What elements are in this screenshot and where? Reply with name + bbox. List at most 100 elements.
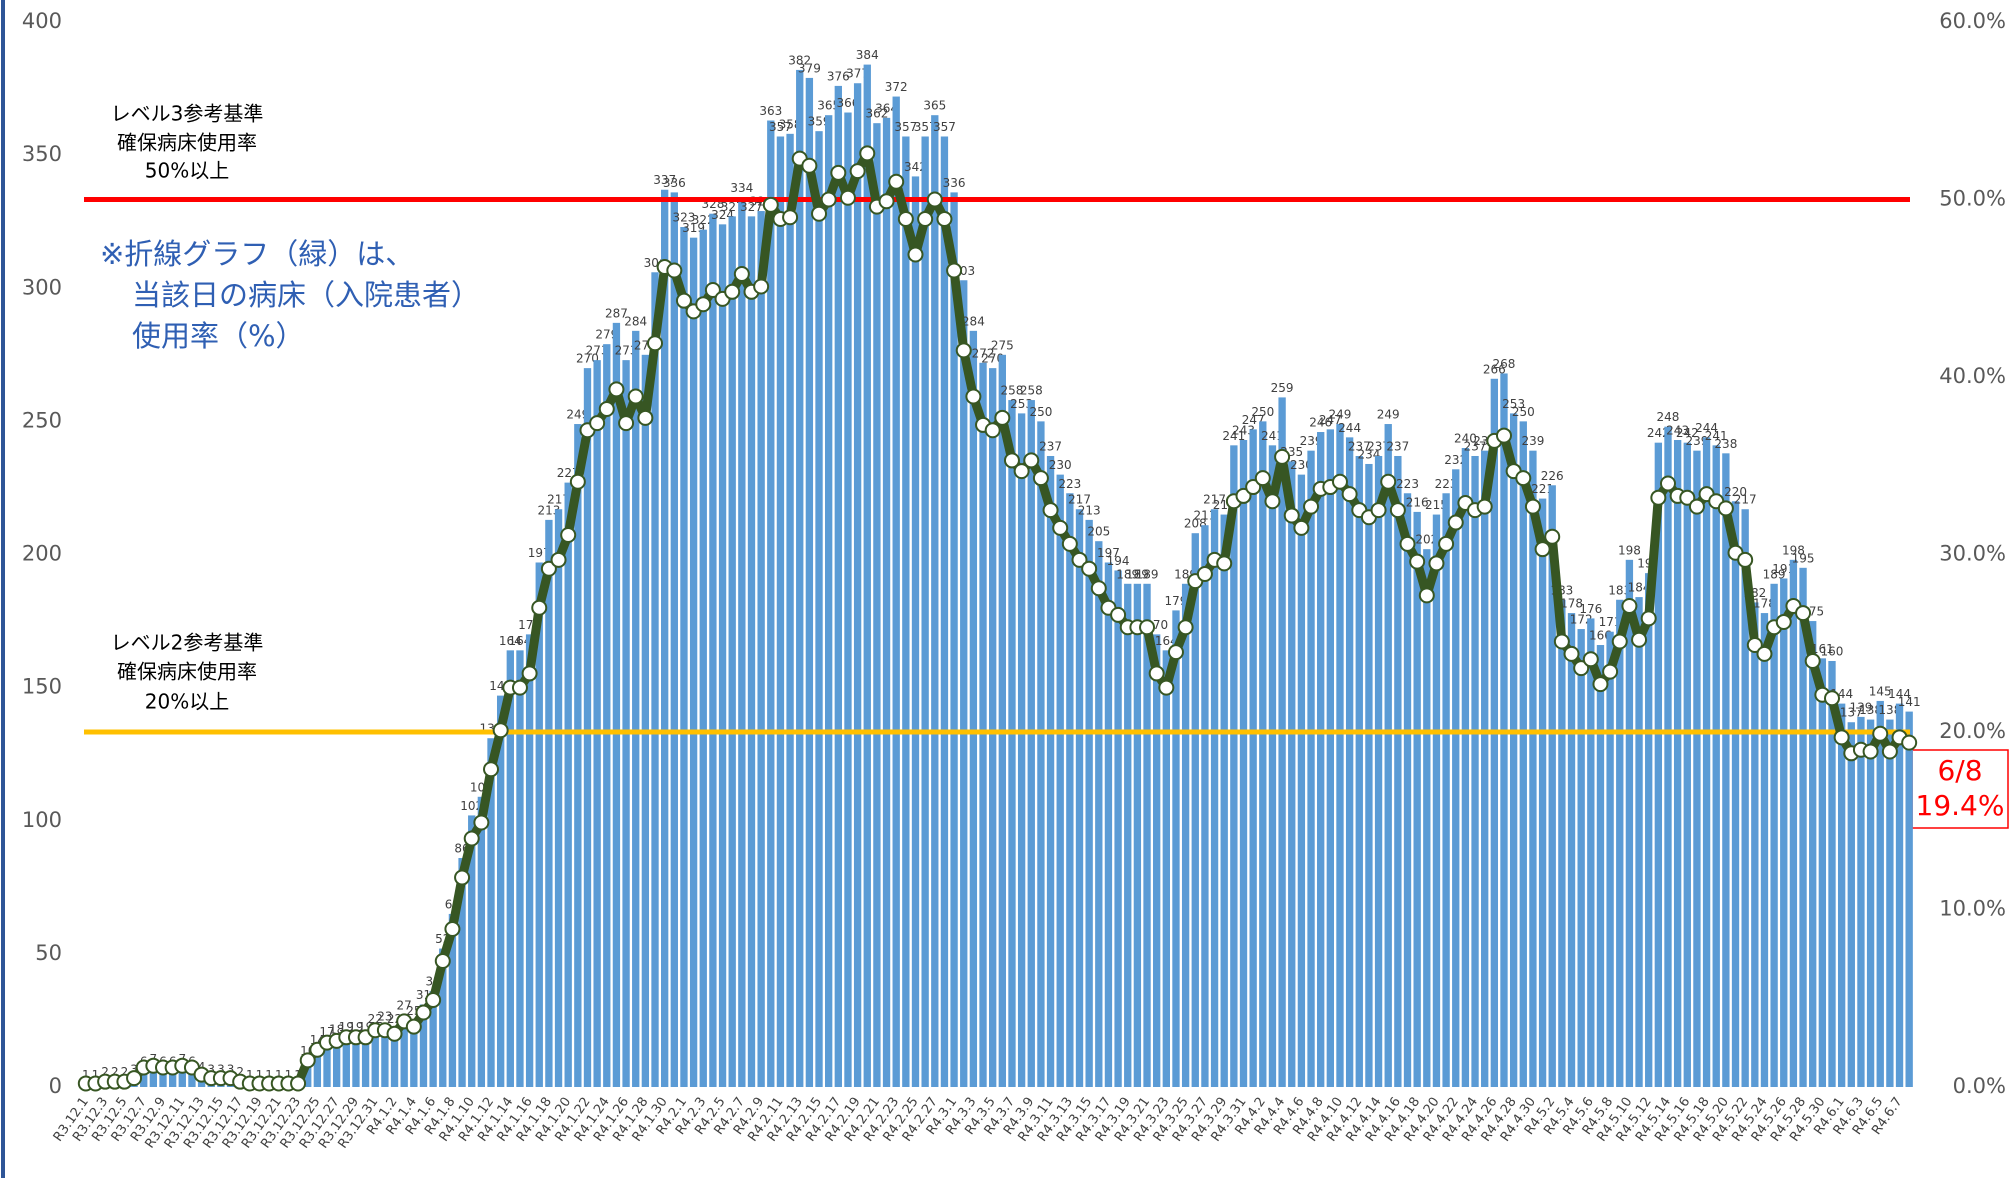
bar (931, 115, 939, 1087)
rate-marker (849, 163, 866, 180)
rate-marker (1795, 605, 1812, 622)
bar (805, 77, 814, 1088)
bar (1780, 578, 1788, 1087)
rate-marker (1833, 729, 1850, 746)
bar-value-label: 3 (217, 1063, 225, 1077)
rate-marker (1254, 470, 1271, 487)
bar-value-label: 379 (798, 61, 821, 75)
rate-marker (1177, 619, 1194, 636)
rate-marker (1003, 452, 1020, 469)
bar-value-label: 266 (1483, 362, 1506, 376)
bar-value-label: 1 (285, 1068, 293, 1082)
rate-marker (1370, 502, 1387, 519)
rate-marker (1167, 644, 1184, 661)
rate-marker (1621, 597, 1638, 614)
bar-value-label: 1 (256, 1068, 264, 1082)
bar (583, 368, 592, 1087)
bar-value-label: 179 (1165, 594, 1188, 608)
callout-box (1911, 749, 2009, 829)
rate-marker (897, 211, 914, 228)
bar (1693, 450, 1701, 1088)
rate-marker (1061, 535, 1078, 552)
bar-value-label: 237 (1464, 439, 1487, 453)
bar (168, 1071, 177, 1087)
bar-value-label: 241 (1261, 429, 1284, 443)
rate-marker (1592, 676, 1609, 693)
bar (516, 650, 524, 1087)
bar (1336, 424, 1344, 1088)
rate-marker (386, 1025, 403, 1042)
bar (1664, 426, 1672, 1087)
rate-marker (454, 869, 471, 886)
bar (1239, 440, 1248, 1087)
bar-value-label: 376 (827, 69, 850, 83)
bar-value-label: 1 (246, 1068, 254, 1082)
bar (1866, 719, 1875, 1087)
bar-value-label: 234 (1357, 447, 1380, 461)
rate-marker (1331, 473, 1348, 490)
bar (1355, 455, 1363, 1087)
bar (738, 197, 746, 1088)
rate-marker (126, 1070, 143, 1087)
note: ※折線グラフ（緑）は、 (100, 237, 414, 271)
bar (1702, 437, 1711, 1088)
bar-value-label: 194 (1107, 554, 1130, 568)
bar-value-label: 250 (1029, 405, 1052, 419)
bar-value-label: 319 (682, 221, 705, 235)
bar (477, 796, 486, 1087)
rate-marker (473, 814, 490, 831)
rate-marker (444, 921, 461, 938)
bar (332, 1039, 341, 1087)
bar-value-label: 211 (1193, 509, 1216, 523)
note: 当該日の病床（入院患者） (132, 278, 480, 312)
rate-marker (1640, 610, 1657, 627)
bar-value-label: 220 (1724, 485, 1747, 499)
rate-marker (984, 422, 1001, 439)
bar (1124, 583, 1132, 1087)
rate-marker (1389, 502, 1406, 519)
rate-marker (434, 952, 451, 969)
bar-value-label: 334 (730, 181, 753, 195)
bar-value-label: 363 (759, 104, 782, 118)
rate-marker (782, 209, 799, 226)
bar-value-label: 144 (1888, 687, 1911, 701)
bar-value-label: 362 (865, 107, 888, 121)
bar (1268, 445, 1277, 1087)
bar-value-label: 342 (904, 160, 927, 174)
bar-value-label: 244 (1338, 421, 1361, 435)
bar-value-label: 1 (82, 1068, 90, 1082)
bar (371, 1028, 379, 1087)
bar-value-label: 237 (1039, 439, 1062, 453)
bar (1278, 397, 1286, 1088)
bar-value-label: 377 (846, 67, 869, 81)
bar (1210, 509, 1219, 1087)
bar (902, 136, 910, 1088)
rate-marker (1823, 690, 1840, 707)
bar-value-label: 364 (875, 101, 898, 115)
y-tick-label: 150 (22, 675, 62, 699)
rate-marker (1582, 651, 1599, 668)
bar-value-label: 273 (615, 344, 638, 358)
bar-value-label: 161 (1811, 642, 1834, 656)
bar-value-label: 145 (1869, 684, 1892, 698)
rate-marker (1090, 580, 1107, 597)
bar (1143, 583, 1151, 1087)
rate-marker (1418, 587, 1435, 604)
bar-value-label: 205 (1087, 525, 1110, 539)
rate-marker (1052, 519, 1069, 536)
bar (1886, 719, 1894, 1087)
bar (1905, 711, 1913, 1087)
bar (651, 272, 659, 1087)
bar-value-label: 243 (1232, 424, 1255, 438)
bar-value-label: 357 (894, 120, 917, 134)
rate-marker (704, 282, 721, 299)
reference-label: レベル2参考基準 (111, 631, 264, 655)
bar-value-label: 176 (1579, 602, 1602, 616)
bar-value-label: 323 (673, 211, 696, 225)
bar-value-label: 23 (377, 1009, 392, 1023)
bar (1249, 429, 1257, 1087)
bar (998, 354, 1006, 1087)
rate-marker (1881, 743, 1898, 760)
bar (1114, 570, 1122, 1087)
bar (1847, 722, 1855, 1087)
